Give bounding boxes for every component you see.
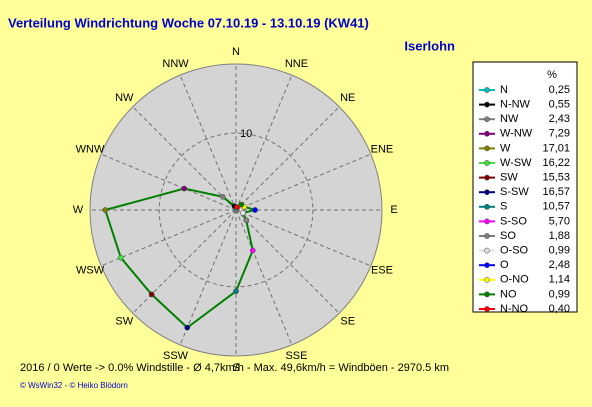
point <box>238 201 245 208</box>
legend-value: 0,99 <box>549 288 570 300</box>
legend-value: 1,14 <box>549 274 570 286</box>
grid-ring <box>158 132 314 288</box>
direction-label: W <box>73 204 84 216</box>
legend-name: SO <box>500 230 516 242</box>
direction-label: NW <box>115 92 134 104</box>
legend-name: SW <box>500 172 518 184</box>
legend-name: N-NO <box>500 303 529 315</box>
direction-label: WNW <box>76 143 105 155</box>
spoke <box>235 209 372 267</box>
legend-marker <box>484 160 490 166</box>
legend-value: 15,53 <box>542 172 570 184</box>
legend-value: 0,40 <box>549 303 570 315</box>
legend-marker <box>484 233 490 239</box>
legend-name: O-NO <box>500 274 529 286</box>
direction-label: ENE <box>371 143 394 155</box>
legend-marker <box>484 218 490 225</box>
legend-marker <box>484 130 490 137</box>
legend-value: 2,48 <box>549 259 570 271</box>
point <box>219 193 226 200</box>
spoke <box>100 209 237 267</box>
direction-label: SW <box>115 316 133 328</box>
legend-marker <box>484 203 490 210</box>
spoke <box>100 153 237 211</box>
chart-title: Verteilung Windrichtung Woche 07.10.19 -… <box>8 15 369 30</box>
point <box>117 254 124 261</box>
direction-label: SE <box>340 316 355 328</box>
legend-value: 1,88 <box>549 230 570 242</box>
spoke <box>132 106 237 211</box>
point <box>249 247 256 254</box>
point <box>148 291 155 298</box>
legend-marker <box>484 262 490 269</box>
legend-header: % <box>547 69 557 81</box>
spoke <box>235 209 340 314</box>
legend-value: 16,22 <box>542 157 570 169</box>
spoke <box>235 106 340 211</box>
legend-value: 16,57 <box>542 186 570 198</box>
credit: © WsWin32 - © Heiko Blödorn <box>20 381 128 390</box>
point <box>181 185 188 192</box>
location: Iserlohn <box>404 38 455 53</box>
legend-marker <box>484 174 490 181</box>
direction-label: E <box>390 204 397 216</box>
direction-label: WSW <box>76 264 105 276</box>
legend-name: S-SW <box>500 186 529 198</box>
legend-name: W-NW <box>500 128 533 140</box>
direction-label: S <box>232 362 239 374</box>
legend-marker <box>484 101 490 108</box>
legend-value: 2,43 <box>549 113 570 125</box>
legend-value: 5,70 <box>549 215 570 227</box>
legend-marker <box>484 291 490 298</box>
point <box>234 204 241 211</box>
point <box>233 288 239 295</box>
r-tick-label: 10 <box>240 128 252 140</box>
legend-name: W-SW <box>500 157 532 169</box>
legend-value: 0,55 <box>549 99 570 111</box>
point <box>243 217 250 224</box>
direction-label: NNE <box>285 58 308 70</box>
footer: 2016 / 0 Werte -> 0.0% Windstille - Ø 4,… <box>20 362 449 374</box>
direction-label: SSW <box>163 350 189 362</box>
direction-label: NNW <box>162 58 189 70</box>
legend-name: S-SO <box>500 215 527 227</box>
spoke <box>179 74 237 211</box>
direction-label: NE <box>340 92 355 104</box>
direction-label: SSE <box>285 350 307 362</box>
legend-value: 0,25 <box>549 84 570 96</box>
legend-value: 0,99 <box>549 245 570 257</box>
legend-marker <box>484 247 490 254</box>
legend-marker <box>484 306 490 312</box>
point <box>184 324 191 331</box>
legend-name: O-SO <box>500 245 529 257</box>
legend-value: 17,01 <box>542 142 570 154</box>
point <box>240 210 246 216</box>
legend-name: O <box>500 259 509 271</box>
point <box>102 207 109 213</box>
legend-marker <box>484 145 490 152</box>
spoke <box>179 209 237 346</box>
spoke <box>235 153 372 211</box>
legend-marker <box>484 116 490 123</box>
legend-marker <box>484 276 490 283</box>
legend-name: NO <box>500 288 517 300</box>
direction-label: ESE <box>371 264 393 276</box>
legend-name: NW <box>500 113 519 125</box>
direction-label: N <box>232 46 240 58</box>
legend-name: S <box>500 201 507 213</box>
legend-marker <box>484 87 490 93</box>
legend-name: N <box>500 84 508 96</box>
spoke <box>235 209 293 346</box>
legend-value: 7,29 <box>549 128 570 140</box>
legend-name: W <box>500 142 511 154</box>
legend-marker <box>484 189 490 196</box>
spoke <box>235 74 293 211</box>
point <box>252 207 258 213</box>
legend-name: N-NW <box>500 99 531 111</box>
legend-value: 10,57 <box>542 201 570 213</box>
